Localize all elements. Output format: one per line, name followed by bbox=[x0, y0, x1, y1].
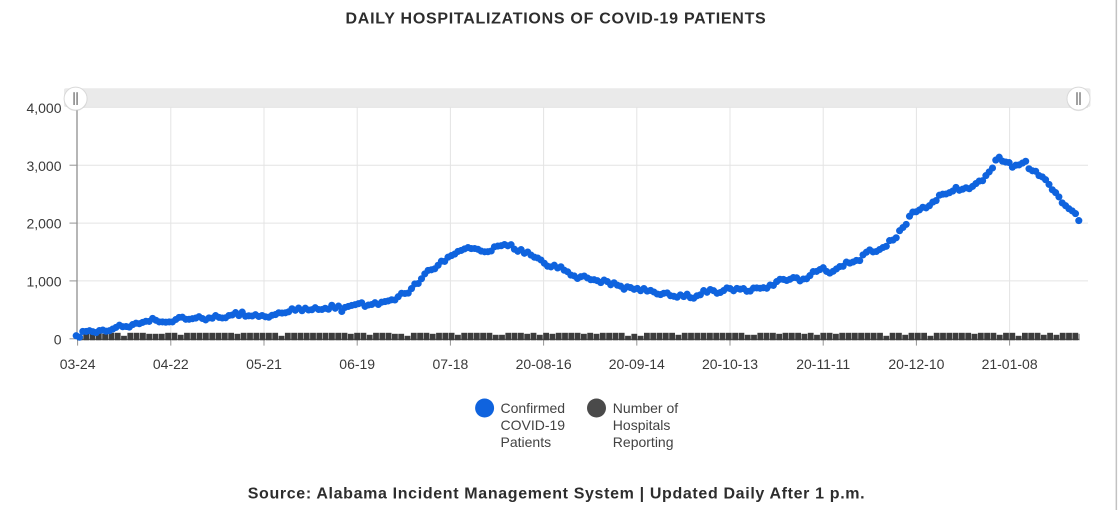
svg-text:21-01-08: 21-01-08 bbox=[982, 356, 1038, 372]
svg-text:COVID-19: COVID-19 bbox=[501, 417, 566, 433]
svg-text:20-10-13: 20-10-13 bbox=[702, 356, 758, 372]
svg-text:0: 0 bbox=[54, 331, 62, 347]
svg-text:DAILY HOSPITALIZATIONS OF COVI: DAILY HOSPITALIZATIONS OF COVID-19 PATIE… bbox=[346, 11, 767, 28]
svg-text:2,000: 2,000 bbox=[26, 216, 61, 232]
svg-text:20-08-16: 20-08-16 bbox=[516, 356, 572, 372]
svg-text:Reporting: Reporting bbox=[613, 434, 674, 450]
svg-text:03-24: 03-24 bbox=[60, 356, 96, 372]
svg-text:07-18: 07-18 bbox=[432, 356, 468, 372]
svg-text:06-19: 06-19 bbox=[339, 356, 375, 372]
svg-text:20-09-14: 20-09-14 bbox=[609, 356, 665, 372]
svg-text:20-12-10: 20-12-10 bbox=[888, 356, 944, 372]
svg-text:4,000: 4,000 bbox=[26, 100, 61, 116]
svg-text:05-21: 05-21 bbox=[246, 356, 282, 372]
svg-text:Confirmed: Confirmed bbox=[501, 400, 566, 416]
svg-text:Source: Alabama Incident Manag: Source: Alabama Incident Management Syst… bbox=[248, 486, 866, 503]
svg-text:20-11-11: 20-11-11 bbox=[796, 356, 850, 372]
svg-text:Number of: Number of bbox=[613, 400, 678, 416]
svg-text:Patients: Patients bbox=[501, 434, 552, 450]
svg-text:Hospitals: Hospitals bbox=[613, 417, 671, 433]
svg-text:1,000: 1,000 bbox=[26, 273, 61, 289]
svg-text:04-22: 04-22 bbox=[153, 356, 189, 372]
svg-text:3,000: 3,000 bbox=[26, 158, 61, 174]
